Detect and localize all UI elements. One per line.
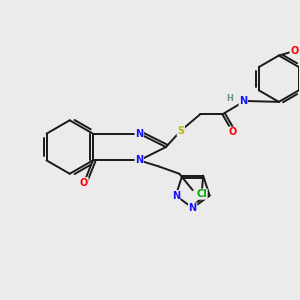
Text: O: O: [80, 178, 88, 188]
Text: O: O: [290, 46, 298, 56]
Text: H: H: [226, 94, 233, 103]
Text: N: N: [239, 96, 247, 106]
Text: N: N: [189, 203, 197, 213]
Text: N: N: [135, 129, 143, 139]
Text: S: S: [177, 126, 184, 136]
Text: Cl: Cl: [196, 189, 207, 199]
Text: O: O: [229, 127, 237, 137]
Text: N: N: [172, 190, 180, 201]
Text: N: N: [135, 155, 143, 165]
